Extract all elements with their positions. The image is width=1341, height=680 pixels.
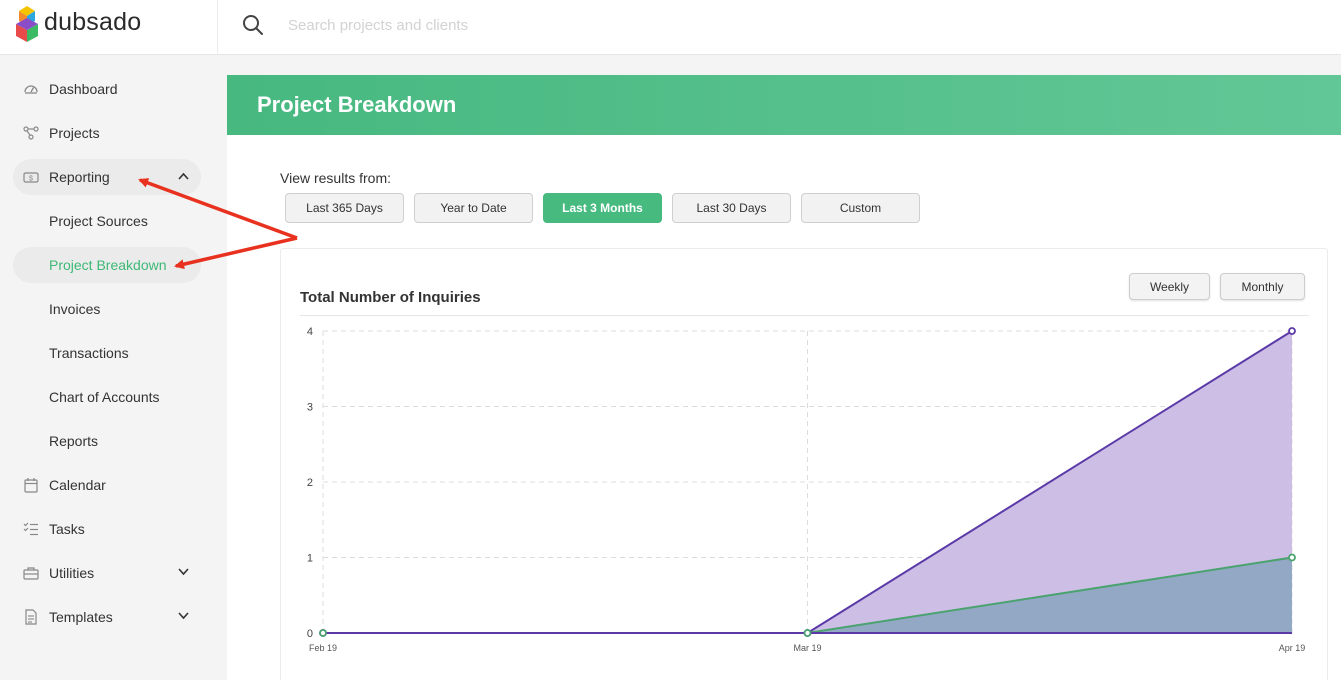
sidebar-item-project-breakdown[interactable]: Project Breakdown [13,247,201,283]
dubsado-logo-icon [16,6,38,42]
series-2-point [803,629,812,637]
y-tick-label: 1 [307,553,313,565]
y-tick-label: 2 [307,477,313,489]
range-button-last-3-months[interactable]: Last 3 Months [543,193,662,223]
sidebar-item-label: Project Breakdown [49,257,167,273]
x-tick-label: Mar 19 [793,643,821,653]
range-button-last-365-days[interactable]: Last 365 Days [285,193,404,223]
series-2-point [1288,553,1296,562]
sidebar-item-dashboard[interactable]: Dashboard [13,71,201,107]
sidebar-item-calendar[interactable]: Calendar [13,467,201,503]
search-icon[interactable] [241,13,265,37]
chart-card: Total Number of Inquiries Weekly Monthly… [280,248,1328,680]
x-tick-label: Apr 19 [1279,643,1306,653]
toolbox-icon [23,567,39,580]
series-1-area [323,331,1292,633]
sidebar-item-label: Chart of Accounts [49,389,160,405]
money-icon: $ [23,172,39,183]
sidebar: Dashboard Projects $ Reporting Project S… [0,56,216,680]
chart-title: Total Number of Inquiries [300,289,481,306]
sidebar-item-label: Utilities [49,565,95,581]
nodes-icon [23,126,39,140]
chart-divider [300,315,1309,316]
sidebar-item-label: Dashboard [49,81,118,97]
y-tick-label: 0 [307,628,313,640]
sidebar-item-invoices[interactable]: Invoices [13,291,201,327]
brand-logo[interactable]: dubsado [0,0,218,55]
chevron-up-icon[interactable] [178,172,189,180]
gauge-icon [24,85,38,94]
sidebar-item-label: Reports [49,433,99,449]
filter-label: View results from: [280,170,391,186]
chevron-down-icon[interactable] [178,612,189,620]
panel-header: Project Breakdown [227,75,1341,135]
y-tick-label: 4 [307,326,313,338]
sidebar-item-label: Invoices [49,301,101,317]
series-1-point [1288,327,1296,335]
y-tick-label: 3 [307,402,313,414]
series-2-area [323,557,1292,633]
sidebar-item-label: Calendar [49,477,106,493]
sidebar-item-projects[interactable]: Projects [13,115,201,151]
brand-name: dubsado [44,8,142,36]
sidebar-item-templates[interactable]: Templates [13,599,201,635]
top-bar: dubsado [0,0,1341,55]
sidebar-item-project-sources[interactable]: Project Sources [13,203,201,239]
range-button-year-to-date[interactable]: Year to Date [414,193,533,223]
search-input[interactable] [288,13,888,37]
sidebar-item-utilities[interactable]: Utilities [13,555,201,591]
chevron-down-icon[interactable] [178,568,189,576]
sidebar-item-label: Projects [49,125,100,141]
main-panel: Project Breakdown View results from: Las… [227,75,1341,680]
x-tick-label: Feb 19 [309,643,337,653]
sidebar-item-label: Templates [49,609,113,625]
calendar-icon [24,478,38,493]
page-title: Project Breakdown [257,92,457,117]
weekly-toggle[interactable]: Weekly [1129,273,1210,300]
document-icon [25,609,37,625]
sidebar-item-label: Reporting [49,169,110,185]
series-2-point [319,629,327,637]
sidebar-item-label: Project Sources [49,213,148,229]
monthly-toggle[interactable]: Monthly [1220,273,1305,300]
svg-text:$: $ [29,176,33,183]
sidebar-item-label: Tasks [49,521,85,537]
sidebar-item-chart-of-accounts[interactable]: Chart of Accounts [13,379,201,415]
range-button-custom[interactable]: Custom [801,193,920,223]
inquiries-area-chart: 0 1 2 3 4 Feb 19 Mar 19 Apr 19 [307,326,1306,653]
sidebar-item-transactions[interactable]: Transactions [13,335,201,371]
sidebar-item-reports[interactable]: Reports [13,423,201,459]
range-button-last-30-days[interactable]: Last 30 Days [672,193,791,223]
sidebar-item-tasks[interactable]: Tasks [13,511,201,547]
sidebar-item-label: Transactions [49,345,129,361]
sidebar-item-reporting[interactable]: $ Reporting [13,159,201,195]
checklist-icon [23,522,38,536]
